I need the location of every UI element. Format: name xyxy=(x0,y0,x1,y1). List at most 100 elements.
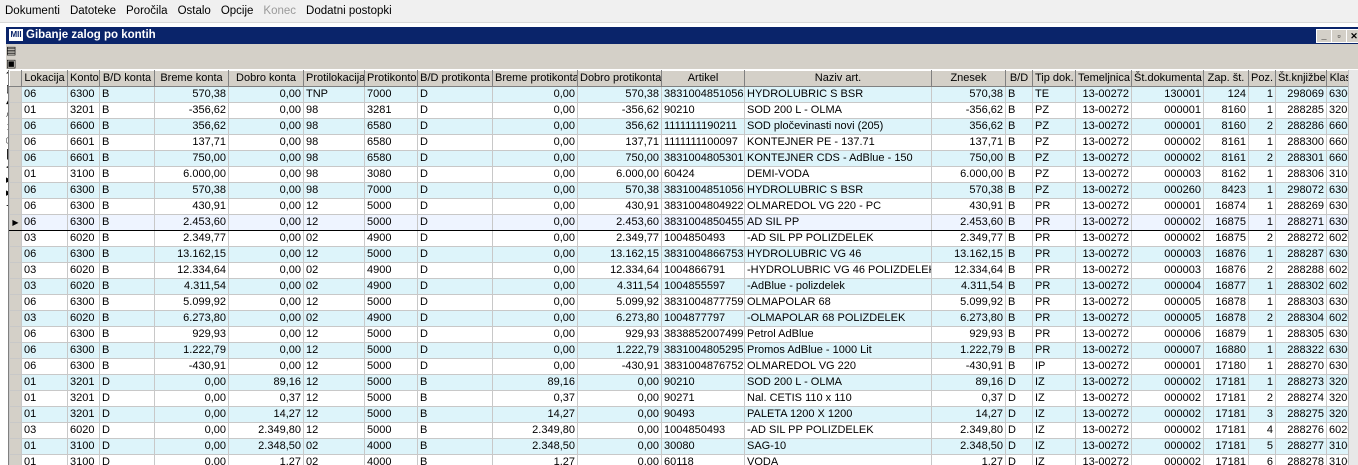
grid-cell: 16878 xyxy=(1203,310,1249,327)
grid-cell: 3100 xyxy=(1326,454,1349,465)
toolbar-button[interactable]: ▤ xyxy=(6,45,17,57)
grid-cell: 000003 xyxy=(1131,166,1204,183)
menu-item[interactable]: Konec xyxy=(263,5,297,17)
grid-cell: 1 xyxy=(1248,374,1276,391)
grid-row[interactable]: 01 3100 B 6.000,00 0,00 98 3080 D 0,00 6.000,00 60… xyxy=(9,166,1349,183)
column-header[interactable]: B/D protikonta xyxy=(417,70,493,87)
grid-row[interactable]: 06 6601 B 137,71 0,00 98 6580 D 0,00 137,71 111111… xyxy=(9,134,1349,151)
grid-cell: B xyxy=(1005,262,1033,279)
grid-cell: 430,91 xyxy=(931,198,1006,215)
grid-cell: 1111111100097 xyxy=(661,134,745,151)
menu-item[interactable]: Dokumenti xyxy=(5,5,60,17)
column-header[interactable]: Konto xyxy=(67,70,100,87)
grid-cell: 3201 xyxy=(1326,390,1349,407)
menu-item[interactable]: Opcije xyxy=(220,5,254,17)
grid-row[interactable]: 03 6020 B 2.349,77 0,00 02 4900 D 0,00 2.349,77 10… xyxy=(9,230,1349,247)
grid-row[interactable]: 03 6020 B 12.334,64 0,00 02 4900 D 0,00 12.334,64… xyxy=(9,262,1349,279)
grid-cell: 13-00272 xyxy=(1075,198,1132,215)
grid-row[interactable]: 01 3100 D 0,00 2.348,50 02 4000 B 2.348,50 0,00 30… xyxy=(9,438,1349,455)
column-header[interactable]: Št.knjižbe xyxy=(1275,70,1327,87)
column-header[interactable]: Tip dok. xyxy=(1032,70,1076,87)
grid-cell: 0,00 xyxy=(577,390,662,407)
vertical-scrollbar[interactable] xyxy=(1348,70,1358,465)
grid-cell: 137,71 xyxy=(154,134,229,151)
grid-cell: 12 xyxy=(303,214,365,231)
grid-cell: 0,00 xyxy=(228,310,304,327)
grid-cell: 0,00 xyxy=(577,406,662,423)
column-header[interactable]: Zap. št. xyxy=(1203,70,1249,87)
grid-row[interactable]: 01 3201 B -356,62 0,00 98 3281 D 0,00 -356,62 9021… xyxy=(9,102,1349,119)
grid-row[interactable]: 06 6300 B 1.222,79 0,00 12 5000 D 0,00 1.222,79 38… xyxy=(9,342,1349,359)
column-header[interactable]: B/D xyxy=(1005,70,1033,87)
grid-cell: 000002 xyxy=(1131,438,1204,455)
column-header[interactable]: Dobro protikonta xyxy=(577,70,662,87)
grid-row[interactable]: 06 6300 B 570,38 0,00 98 7000 D 0,00 570,38 383100… xyxy=(9,182,1349,199)
column-header[interactable]: Naziv art. xyxy=(744,70,932,87)
grid-cell: B xyxy=(99,310,155,327)
menu-item[interactable]: Dodatni postopki xyxy=(306,5,392,17)
column-header[interactable]: Lokacija xyxy=(21,70,68,87)
menu-item[interactable]: Poročila xyxy=(126,5,168,17)
column-header[interactable]: Protilokacija xyxy=(303,70,365,87)
grid-row[interactable]: 06 6300 B 5.099,92 0,00 12 5000 D 0,00 5.099,92 38… xyxy=(9,294,1349,311)
grid-row[interactable]: 06 6300 B 570,38 0,00 TNP 7000 D 0,00 570,38 38310… xyxy=(9,86,1349,103)
grid-cell: 6.273,80 xyxy=(577,310,662,327)
grid-cell: 5000 xyxy=(364,406,418,423)
grid-row[interactable]: 01 3201 D 0,00 89,16 12 5000 B 89,16 0,00 90210 SOD… xyxy=(9,374,1349,391)
grid-row[interactable]: 06 6300 B 430,91 0,00 12 5000 D 0,00 430,91 383100… xyxy=(9,198,1349,215)
grid-cell: 0,00 xyxy=(228,198,304,215)
grid-row[interactable]: ▶ 06 6300 B 2.453,60 0,00 12 5000 D 0,00 2.453,60 3… xyxy=(9,214,1349,231)
column-header[interactable]: Breme konta xyxy=(154,70,229,87)
grid-cell: D xyxy=(417,214,493,231)
grid-row[interactable]: 03 6020 D 0,00 2.349,80 12 5000 B 2.349,80 0,00 10… xyxy=(9,422,1349,439)
grid-cell: 3100 xyxy=(67,166,100,183)
grid-cell: PZ xyxy=(1032,102,1076,119)
grid-cell: KONTEJNER CDS - AdBlue - 150 xyxy=(744,150,932,167)
column-header[interactable]: Poz. xyxy=(1248,70,1276,87)
grid-cell: 4900 xyxy=(364,262,418,279)
grid-cell: 4 xyxy=(1248,422,1276,439)
grid-cell: 0,00 xyxy=(228,134,304,151)
column-header[interactable]: Št.dokumenta xyxy=(1131,70,1204,87)
grid-cell: 5000 xyxy=(364,214,418,231)
grid-cell: 3831004804922 xyxy=(661,198,745,215)
grid-cell: 6300 xyxy=(67,86,100,103)
grid-cell: D xyxy=(417,230,493,247)
grid-row[interactable]: 06 6300 B 929,93 0,00 12 5000 D 0,00 929,93 383885… xyxy=(9,326,1349,343)
grid-cell: B xyxy=(1005,166,1033,183)
grid-cell: 01 xyxy=(21,390,68,407)
column-header[interactable]: Temeljnica xyxy=(1075,70,1132,87)
window-title-bar: MII Gibanje zalog po kontih _ ▫ ✕ xyxy=(6,27,1358,44)
grid-row[interactable]: 06 6600 B 356,62 0,00 98 6580 D 0,00 356,62 111111… xyxy=(9,118,1349,135)
restore-button[interactable]: ▫ xyxy=(1331,29,1347,43)
grid-row[interactable]: 01 3100 D 0,00 1,27 02 4000 B 1,27 0,00 60118 VODA 1… xyxy=(9,454,1349,465)
grid-row[interactable]: 06 6601 B 750,00 0,00 98 6580 D 0,00 750,00 383100… xyxy=(9,150,1349,167)
column-header[interactable]: Artikel xyxy=(661,70,745,87)
grid-cell: 17181 xyxy=(1203,390,1249,407)
grid-row[interactable]: 06 6300 B -430,91 0,00 12 5000 D 0,00 -430,91 3831… xyxy=(9,358,1349,375)
column-header[interactable]: Klasi xyxy=(1326,70,1349,87)
grid-row[interactable]: 01 3201 D 0,00 14,27 12 5000 B 14,27 0,00 90493 PAL… xyxy=(9,406,1349,423)
menu-item[interactable]: Datoteke xyxy=(69,5,116,17)
grid-row[interactable]: 03 6020 B 4.311,54 0,00 02 4900 D 0,00 4.311,54 10… xyxy=(9,278,1349,295)
close-button[interactable]: ✕ xyxy=(1346,29,1358,43)
grid-cell: 13-00272 xyxy=(1075,262,1132,279)
menu-item[interactable]: Ostalo xyxy=(177,5,211,17)
grid-row[interactable]: 01 3201 D 0,00 0,37 12 5000 B 0,37 0,00 90271 Nal. … xyxy=(9,390,1349,407)
toolbar-button[interactable]: ▣ xyxy=(6,58,17,70)
grid-cell: 12 xyxy=(303,198,365,215)
grid-cell: 3100 xyxy=(67,438,100,455)
minimize-button[interactable]: _ xyxy=(1316,29,1332,43)
column-header[interactable]: Dobro konta xyxy=(228,70,304,87)
grid-cell: 000002 xyxy=(1131,374,1204,391)
grid-cell: B xyxy=(417,374,493,391)
column-header[interactable]: Breme protikonta xyxy=(492,70,578,87)
grid-cell: D xyxy=(417,326,493,343)
column-header[interactable]: Protikonto xyxy=(364,70,418,87)
column-header[interactable]: Znesek xyxy=(931,70,1006,87)
grid-row[interactable]: 06 6300 B 13.162,15 0,00 12 5000 D 0,00 13.162,15… xyxy=(9,246,1349,263)
grid-cell: 6600 xyxy=(67,118,100,135)
grid-row[interactable]: 03 6020 B 6.273,80 0,00 02 4900 D 0,00 6.273,80 10… xyxy=(9,310,1349,327)
column-header[interactable]: B/D konta xyxy=(99,70,155,87)
grid-cell: 13-00272 xyxy=(1075,342,1132,359)
